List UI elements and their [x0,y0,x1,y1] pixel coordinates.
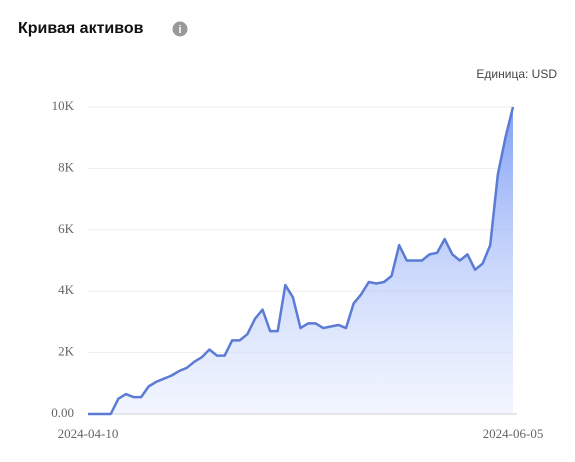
unit-label: Единица: USD [476,67,557,81]
y-tick-label: 6K [58,221,75,236]
y-tick-label: 10K [52,98,75,113]
x-tick-label: 2024-04-10 [58,426,119,441]
x-tick-label: 2024-06-05 [483,426,544,441]
y-tick-label: 2K [58,344,75,359]
area-fill [88,107,513,414]
y-tick-label: 8K [58,159,75,174]
y-tick-label: 4K [58,282,75,297]
svg-text:i: i [178,24,181,36]
line [88,106,515,416]
info-icon[interactable]: i [172,21,188,37]
chart-title: Кривая активов [18,20,144,37]
y-tick-label: 0.00 [51,405,74,420]
